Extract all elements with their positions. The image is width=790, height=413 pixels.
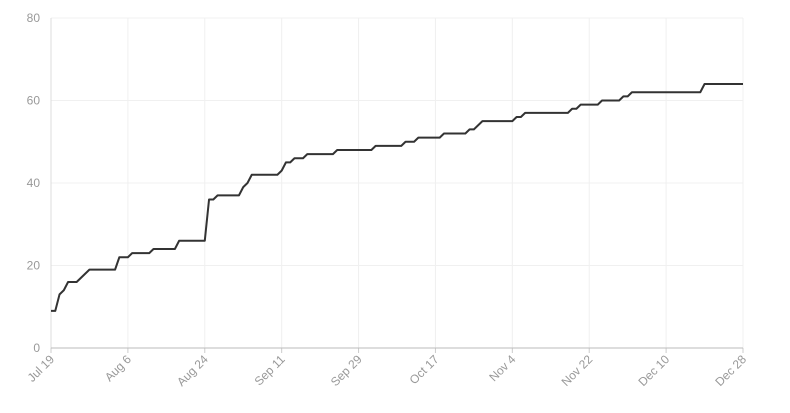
y-tick-label: 60: [27, 94, 41, 108]
x-tick-label: Aug 6: [102, 352, 134, 384]
x-tick-label: Dec 10: [635, 352, 672, 389]
y-tick-label: 0: [33, 341, 40, 355]
x-tick-label: Aug 24: [174, 352, 211, 389]
x-tick-label: Nov 4: [486, 352, 518, 384]
x-tick-label: Sep 11: [252, 352, 288, 388]
x-tick-label: Sep 29: [328, 352, 365, 389]
x-tick-label: Jul 19: [25, 352, 58, 385]
x-tick-label: Oct 17: [407, 352, 442, 387]
y-tick-label: 20: [27, 259, 41, 273]
y-tick-label: 40: [27, 176, 41, 190]
y-tick-label: 80: [27, 11, 41, 25]
x-tick-label: Dec 28: [712, 352, 749, 389]
data-line: [51, 83, 743, 312]
x-tick-label: Nov 22: [559, 352, 596, 389]
